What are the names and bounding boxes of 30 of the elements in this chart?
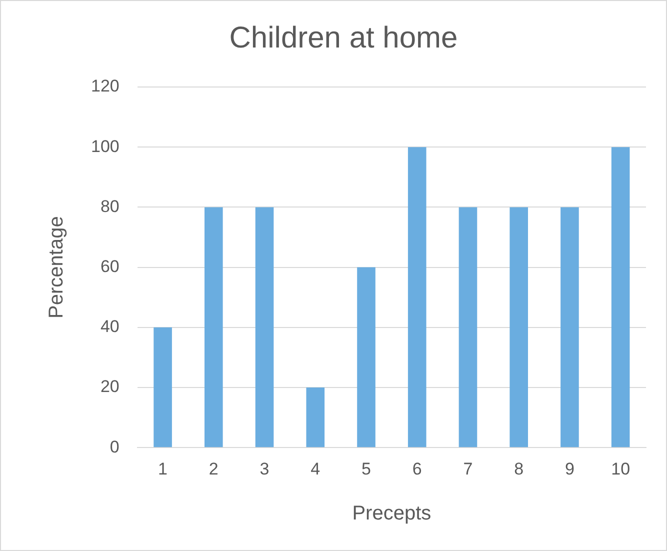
x-axis-title: Precepts [352,502,432,525]
bar [560,207,579,448]
x-tick-label: 5 [362,459,371,478]
bar [458,207,478,448]
x-tick-label: 4 [310,459,320,478]
bar [306,388,325,448]
y-tick-label: 40 [100,317,120,336]
x-tick-label: 10 [611,459,630,478]
x-tick-label: 6 [412,459,422,478]
y-tick-label: 60 [100,256,120,276]
x-tick-label: 7 [463,459,473,478]
bar [154,327,172,448]
bar [408,147,426,448]
x-tick-label: 9 [564,459,574,478]
x-tick-label: 1 [158,459,168,478]
bar [255,207,274,448]
y-tick-label: 100 [90,136,120,156]
x-tick-label: 3 [260,459,270,478]
x-tick-label: 2 [208,459,218,478]
y-tick-label: 80 [100,196,120,216]
bar [510,207,528,448]
x-tick-label: 8 [514,459,524,478]
bar [611,147,630,448]
chart-title: Children at home [229,21,458,54]
y-tick-label: 120 [90,76,120,96]
y-tick-label: 0 [110,437,120,456]
bar [204,207,223,448]
y-tick-label: 20 [100,377,120,396]
y-axis-title: Percentage [46,216,68,318]
bar [357,267,376,448]
